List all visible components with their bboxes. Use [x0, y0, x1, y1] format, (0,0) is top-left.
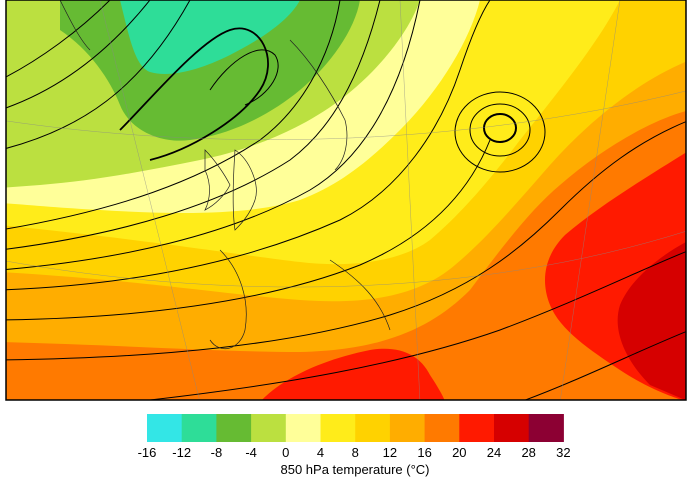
legend-tick-label: -16 — [138, 445, 157, 460]
legend-bin — [320, 414, 356, 442]
legend-tick-label: -8 — [211, 445, 223, 460]
legend-bin — [285, 414, 321, 442]
temp-band-20-24-south — [261, 348, 445, 400]
legend-tick-label: -4 — [245, 445, 257, 460]
legend-bin — [424, 414, 460, 442]
legend-tick-label: -12 — [172, 445, 191, 460]
legend-bin — [147, 414, 183, 442]
coastlines — [59, 0, 391, 350]
map-frame — [5, 0, 687, 401]
legend-tick-label: 16 — [417, 445, 431, 460]
legend-bin — [251, 414, 287, 442]
legend-tick-label: 4 — [317, 445, 324, 460]
temp-band-neg12-neg8 — [120, 0, 300, 75]
temperature-map — [5, 0, 687, 401]
legend-bin — [355, 414, 391, 442]
temp-band-24-28 — [617, 242, 686, 400]
legend-bin — [181, 414, 217, 442]
legend-caption: 850 hPa temperature (°C) — [281, 462, 430, 477]
legend-tick-label: 20 — [452, 445, 466, 460]
legend-bin — [528, 414, 564, 442]
legend-tick-label: 8 — [352, 445, 359, 460]
legend-bin — [216, 414, 252, 442]
legend-bin — [389, 414, 426, 442]
legend-tick-label: 28 — [521, 445, 535, 460]
legend-tick-label: 32 — [556, 445, 570, 460]
graticule — [6, 0, 686, 400]
legend-tick-label: 0 — [282, 445, 289, 460]
legend-tick-label: 12 — [383, 445, 397, 460]
legend-bin — [459, 414, 495, 442]
legend-bin — [494, 414, 530, 442]
height-contours — [6, 0, 686, 400]
legend-tick-label: 24 — [487, 445, 501, 460]
